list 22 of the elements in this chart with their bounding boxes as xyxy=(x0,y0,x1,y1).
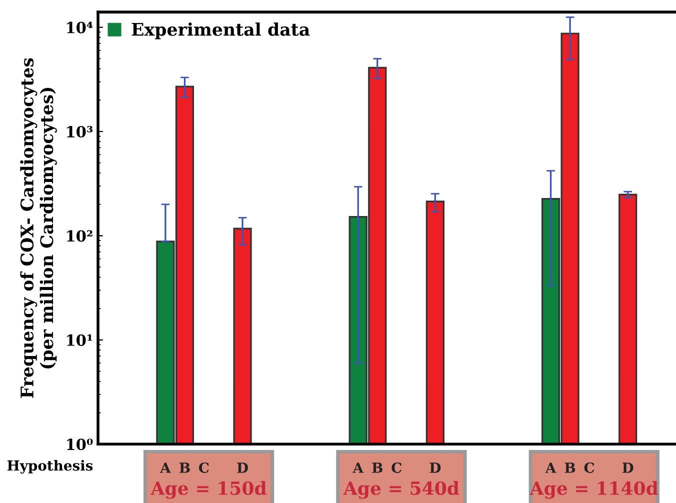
y-tick-label: 10³ xyxy=(67,126,93,138)
y-tick-label: 10⁴ xyxy=(67,22,93,34)
y-axis-title: Frequency of COX- Cardiomyocytes (per million Cardiomyocytes) xyxy=(20,58,57,398)
x-tick-label: C xyxy=(584,462,594,473)
x-tick-label: B xyxy=(564,462,576,473)
x-tick-label: A xyxy=(160,462,171,473)
x-tick-label: D xyxy=(237,462,248,473)
y-tick-label: 10¹ xyxy=(67,334,92,346)
x-tick-label: D xyxy=(622,462,634,473)
x-tick-label: C xyxy=(392,462,402,473)
text: Age = 150d xyxy=(150,481,266,499)
x-tick-label: D xyxy=(430,462,441,473)
x-tick-label: A xyxy=(352,462,364,473)
x-tick-label: B xyxy=(372,462,382,473)
x-axis-title: Hypothesis xyxy=(7,460,93,474)
x-tick-label: C xyxy=(199,462,209,473)
x-tick-label: B xyxy=(180,462,190,473)
y-tick-label: 10⁰ xyxy=(67,438,93,450)
legend-label: Experimental data xyxy=(132,22,310,40)
text: Age = 540d xyxy=(343,481,460,499)
y-tick-label: 10² xyxy=(67,230,92,242)
x-tick-label: A xyxy=(545,462,556,473)
